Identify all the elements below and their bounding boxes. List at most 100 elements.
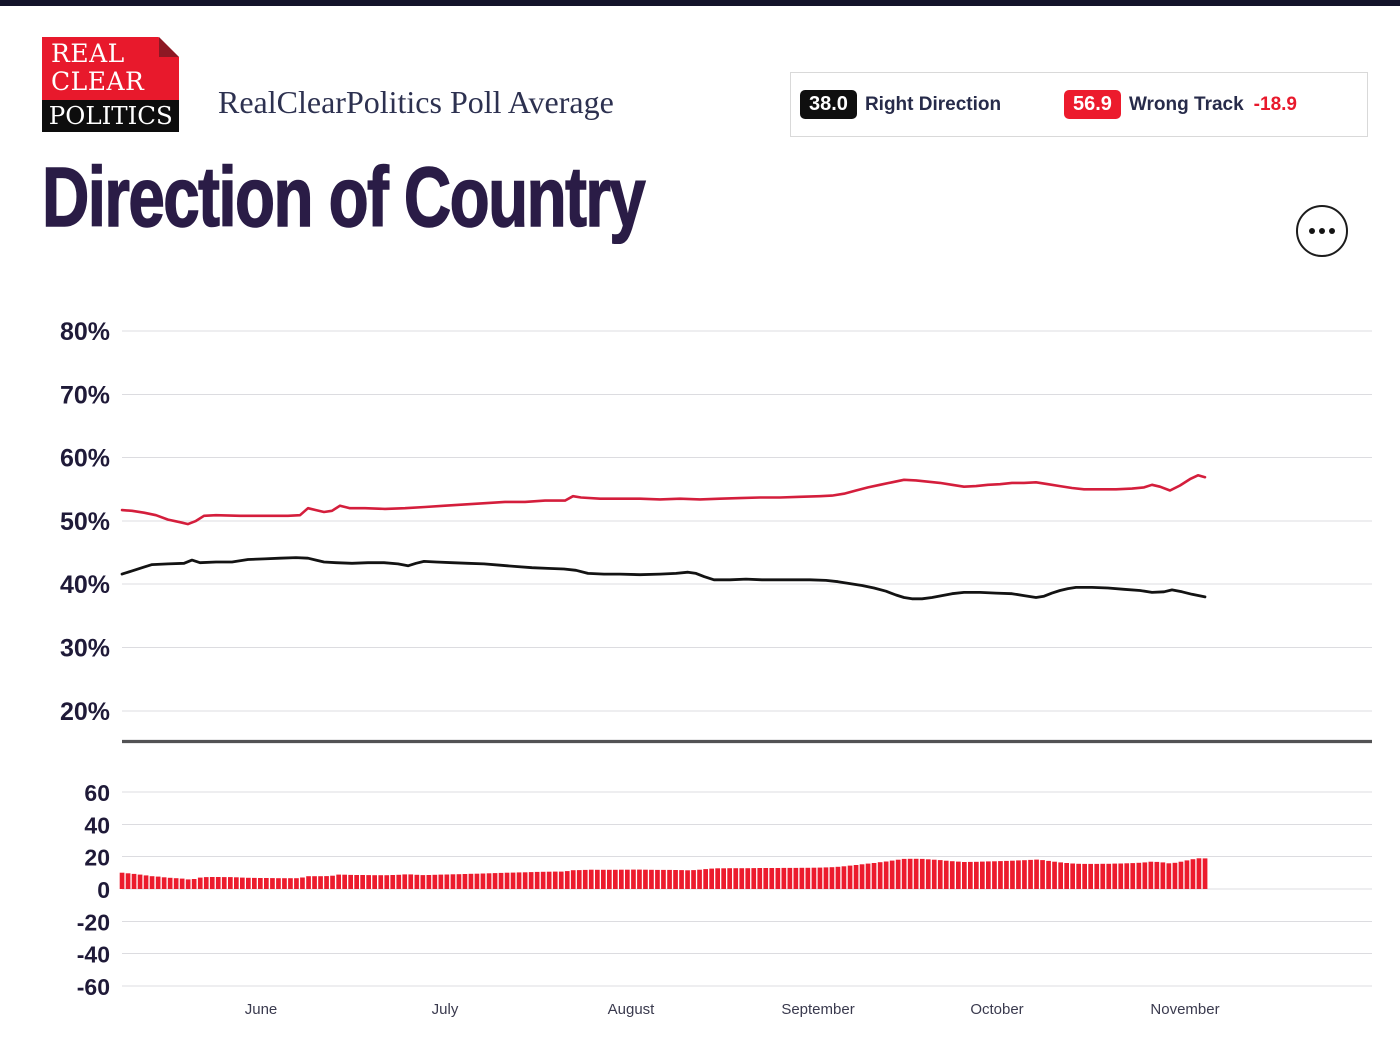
spread-bar [679, 870, 684, 889]
spread-bar [450, 874, 456, 889]
spread-bar [215, 877, 221, 889]
spread-bar [438, 874, 444, 889]
spread-bar [980, 861, 985, 889]
spread-bar [558, 871, 564, 889]
spread-bar [703, 869, 708, 889]
spread-bar [336, 874, 341, 889]
spread-bar [907, 858, 913, 889]
spread-bar [246, 877, 251, 889]
spread-bar [1196, 858, 1202, 889]
spread-bar [588, 869, 594, 889]
spread-bar [197, 877, 203, 889]
spread-bar [1010, 860, 1015, 889]
more-options-button[interactable] [1296, 205, 1348, 257]
logo-line-real: REAL [51, 39, 125, 68]
logo-line-politics: POLITICS [48, 102, 173, 130]
spread-bar [998, 861, 1003, 889]
spread-bar [883, 861, 889, 889]
spread-axis-tick-label: 20 [84, 845, 110, 871]
spread-bar [1058, 862, 1063, 889]
right-direction-value-badge: 38.0 [800, 90, 857, 119]
spread-bar [1172, 862, 1178, 889]
spread-bar [149, 876, 155, 889]
spread-bar [324, 876, 329, 889]
spread-bar [619, 869, 624, 889]
spread-bar [649, 869, 654, 889]
spread-bar [751, 868, 757, 889]
spread-bar [258, 878, 263, 889]
spread-bar [913, 858, 919, 889]
spread-bar [191, 879, 197, 889]
spread-bar [480, 873, 486, 889]
spread-bar [1184, 860, 1190, 889]
spread-bar [468, 873, 474, 889]
spread-bar [155, 876, 161, 889]
spread-bar [1178, 861, 1184, 889]
spread-bar [546, 871, 552, 889]
spread-bar [540, 871, 546, 889]
spread-bar [1052, 861, 1057, 889]
spread-bar [697, 869, 702, 889]
spread-bar [474, 873, 480, 889]
spread-bar [582, 869, 588, 889]
spread-bar [288, 878, 293, 889]
spread-bar [228, 877, 233, 889]
spread-bar [739, 868, 745, 889]
spread-bar [889, 860, 895, 889]
spread-bar [811, 867, 817, 889]
chart-hover-area[interactable] [122, 300, 1372, 1000]
spread-bar [143, 875, 149, 889]
logo-red-panel: REAL CLEAR [42, 37, 179, 100]
spread-bar [895, 859, 901, 889]
spread-bar [1082, 863, 1087, 889]
spread-bar [817, 867, 823, 889]
spread-bar [1004, 860, 1009, 889]
spread-bar [384, 875, 390, 889]
spread-bar [402, 874, 408, 889]
spread-bar [829, 867, 835, 889]
spread-bar [727, 868, 732, 889]
spread-bar [221, 877, 227, 889]
spread-bar [661, 869, 666, 889]
spread-bar [234, 877, 239, 889]
spread-bar [426, 875, 432, 889]
spread-bar [330, 875, 335, 889]
spread-bar [673, 870, 678, 889]
spread-bar [721, 868, 726, 889]
spread-bar [318, 876, 323, 889]
spread-bar [119, 872, 125, 889]
spread-bar [835, 866, 841, 889]
spread-axis-tick-label: -20 [77, 909, 110, 935]
spread-axis-tick-label: 0 [97, 877, 110, 903]
spread-bar [209, 877, 215, 889]
rcp-logo[interactable]: REAL CLEAR POLITICS [42, 37, 179, 132]
spread-bar [444, 874, 450, 889]
spread-bar [775, 868, 781, 889]
spread-bar [607, 869, 612, 889]
spread-bar [974, 861, 979, 889]
spread-bar [685, 870, 690, 889]
spread-bar [805, 867, 811, 889]
spread-bar [871, 863, 877, 889]
spread-bar [390, 875, 396, 889]
spread-axis-tick-label: 60 [84, 780, 110, 806]
spread-bar [937, 860, 943, 889]
y-axis-tick-label: 20% [60, 698, 110, 726]
spread-bar [847, 865, 853, 889]
spread-bar [931, 859, 937, 889]
spread-bar [769, 868, 775, 889]
y-axis-tick-label: 60% [60, 445, 110, 473]
spread-bar [173, 878, 179, 889]
spread-bar [516, 872, 522, 889]
poll-average-heading: RealClearPolitics Poll Average [218, 84, 614, 120]
spread-bar [1046, 860, 1051, 889]
spread-bar [637, 869, 642, 889]
spread-bar [498, 872, 504, 889]
spread-bar [1094, 863, 1100, 889]
spread-bar [348, 874, 353, 889]
spread-bar [1130, 863, 1136, 889]
x-axis-month-label: November [1150, 1001, 1219, 1018]
spread-bar [992, 861, 997, 889]
spread-bar [203, 877, 209, 889]
spread-bar [504, 872, 510, 889]
